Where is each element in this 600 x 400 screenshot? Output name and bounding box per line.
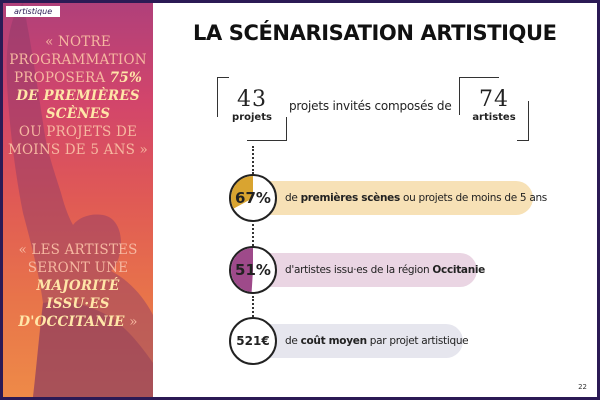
percent-value: 51% [235,261,271,279]
quote-artistes: « LES ARTISTES SERONT UNE MAJORITÉ ISSU·… [3,241,153,331]
stat-row-occitanie: d'artistes issu·es de la région Occitani… [251,253,485,287]
quote-highlight: SCÈNES [45,106,111,122]
quote-highlight: ISSU·ES [46,296,110,312]
cost-value: 521€ [236,334,270,348]
percent-ring [231,176,253,210]
quote-line: PROGRAMMATION [9,52,147,68]
percent-circle: 67% [229,174,277,222]
projects-stat-box: 43 projets [217,77,287,141]
row-text: de coût moyen par projet artistique [285,335,469,347]
page-title: LA SCÉNARISATION ARTISTIQUE [193,21,557,45]
stat-row-premieres: de premières scènes ou projets de moins … [251,181,547,215]
quote-line: « LES ARTISTES [18,242,138,258]
connector-text: projets invités composés de [289,99,452,113]
quote-line: PROPOSERA 75% [13,70,142,86]
dotted-connector [252,296,254,317]
page-number: 22 [578,383,587,391]
row-text: d'artistes issu·es de la région Occitani… [285,264,485,276]
bracket-corner [517,101,529,141]
artists-value: 74 [479,87,509,112]
projects-unit: projets [232,112,272,123]
cost-circle: 521€ [229,317,277,365]
percent-fill-arc [231,176,253,210]
dotted-connector [252,146,254,174]
artists-stat-box: 74 artistes [459,77,529,141]
quote-line: D'OCCITANIE » [18,314,138,330]
quote-line: « NOTRE [45,34,111,50]
projects-value: 43 [237,87,267,112]
quote-highlight: DE PREMIÈRES [16,88,140,104]
quote-line: OU PROJETS DE [18,124,138,140]
quote-line: SERONT UNE [27,260,129,276]
row-text: de premières scènes ou projets de moins … [285,192,547,204]
side-banner: artistique « NOTRE PROGRAMMATION PROPOSE… [3,3,153,397]
percent-ring [231,248,253,292]
bracket-corner [459,77,499,115]
percent-circle: 51% [229,246,277,294]
section-tag: artistique [6,6,61,17]
quote-line: MOINS DE 5 ANS » [8,142,148,158]
bracket-corner [247,117,287,141]
quote-programmation: « NOTRE PROGRAMMATION PROPOSERA 75% DE P… [3,33,153,159]
percent-fill-arc [231,248,253,292]
percent-value: 67% [235,189,271,207]
stat-row-cost: de coût moyen par projet artistique [251,324,469,358]
dotted-connector [252,224,254,246]
artists-unit: artistes [472,112,516,123]
raised-arm-silhouette-image [6,3,153,397]
quote-highlight: 75% [109,70,142,86]
quote-highlight: MAJORITÉ [36,278,120,294]
bracket-corner [217,77,229,117]
